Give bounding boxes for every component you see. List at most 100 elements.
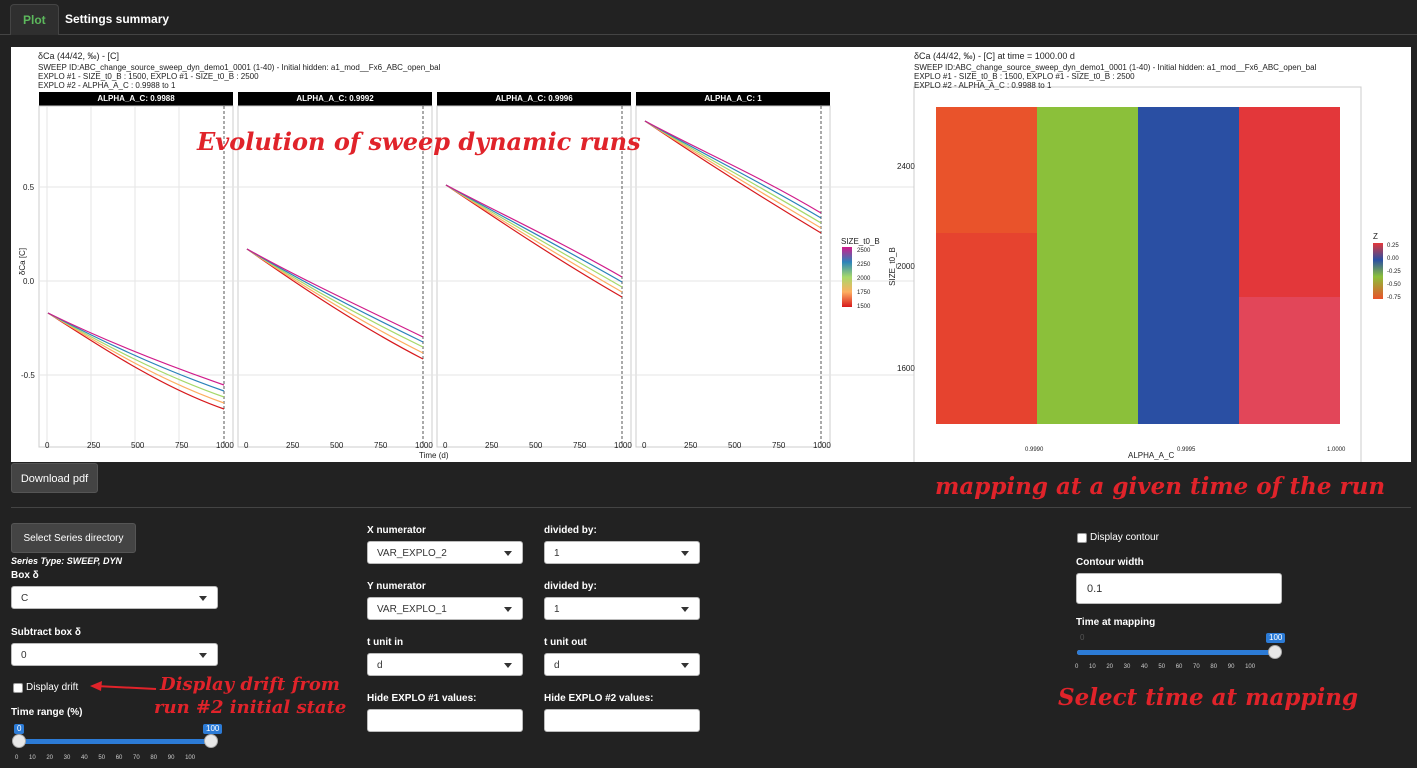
- time-mapping-min-badge: 0: [1080, 633, 1085, 642]
- hm-y-tick: 2400: [897, 162, 915, 171]
- y-tick: 0.5: [23, 183, 35, 192]
- download-pdf-button[interactable]: Download pdf: [11, 463, 98, 493]
- legend-tick: 2000: [857, 276, 871, 282]
- x-tick: 500: [728, 441, 742, 450]
- time-mapping-handle[interactable]: [1268, 645, 1282, 659]
- heatmap-tile: [1138, 107, 1239, 424]
- annotation-drift: run #2 initial state: [154, 697, 347, 718]
- y-numerator-label: Y numerator: [367, 581, 426, 592]
- series-type-text: Series Type: SWEEP, DYN: [11, 556, 123, 566]
- legend-tick: 1500: [857, 304, 871, 310]
- divider: [11, 507, 1411, 508]
- line-chart: [38, 86, 1383, 462]
- y-numerator-select[interactable]: VAR_EXPLO_1: [367, 597, 523, 620]
- time-range-ticks: 0 10 20 30 40 50 60 70 80 90 100: [15, 755, 196, 761]
- t-unit-out-select[interactable]: d: [544, 653, 700, 676]
- time-range-min-handle[interactable]: [12, 734, 26, 748]
- box-delta-label: Box δ: [11, 570, 39, 581]
- time-range-min-badge: 0: [14, 724, 25, 734]
- series-line-2000: [47, 312, 225, 398]
- hm-legend-tick: -0.75: [1387, 295, 1401, 301]
- x-axis-label: Time (d): [419, 451, 449, 460]
- y-tick: 0.0: [23, 277, 35, 286]
- hide-explo1-input[interactable]: [367, 709, 523, 732]
- legend-tick: 2500: [857, 248, 871, 254]
- divided-by-x-select[interactable]: 1: [544, 541, 700, 564]
- hide-explo2-input[interactable]: [544, 709, 700, 732]
- x-tick: 0: [642, 441, 647, 450]
- series-line-1500: [47, 312, 225, 410]
- facet-strip: ALPHA_A_C: 0.9992: [238, 92, 432, 106]
- right-plot-title: δCa (44/42, ‰) - [C] at time = 1000.00 d: [914, 51, 1075, 61]
- time-range-fill: [18, 739, 211, 744]
- tab-bar: Plot Settings summary: [0, 0, 1417, 35]
- annotation-evolution: Evolution of sweep dynamic runs: [197, 127, 641, 156]
- hm-x-tick: 1.0000: [1327, 447, 1346, 453]
- subtract-box-label: Subtract box δ: [11, 627, 81, 638]
- x-tick: 0: [45, 441, 50, 450]
- x-tick: 500: [529, 441, 543, 450]
- hm-x-tick: 0.9995: [1177, 447, 1196, 453]
- divided-by-y-select[interactable]: 1: [544, 597, 700, 620]
- y-tick: -0.5: [21, 371, 35, 380]
- display-contour-label: Display contour: [1090, 532, 1159, 543]
- heatmap-legend-colorbar: [1373, 243, 1383, 299]
- contour-width-input[interactable]: 0.1: [1076, 573, 1282, 604]
- select-series-directory-button[interactable]: Select Series directory: [11, 523, 136, 553]
- display-contour-checkbox[interactable]: [1077, 533, 1087, 543]
- subtract-box-select[interactable]: 0: [11, 643, 218, 666]
- x-tick: 250: [286, 441, 300, 450]
- hm-x-tick: 0.9990: [1025, 447, 1044, 453]
- series-line-2500: [47, 312, 225, 386]
- heatmap-tile: [1239, 297, 1340, 424]
- heatmap-tile: [1037, 107, 1138, 424]
- time-range-max-handle[interactable]: [204, 734, 218, 748]
- left-plot-subtitle: SWEEP ID:ABC_change_source_sweep_dyn_dem…: [38, 63, 441, 72]
- t-unit-in-select[interactable]: d: [367, 653, 523, 676]
- annotation-mapping: mapping at a given time of the run: [935, 473, 1386, 500]
- hm-legend-tick: -0.50: [1387, 282, 1401, 288]
- legend-title: SIZE_t0_B: [841, 237, 880, 246]
- hm-legend-title: Z: [1373, 232, 1378, 241]
- x-tick: 0: [443, 441, 448, 450]
- time-range-max-badge: 100: [203, 724, 223, 734]
- chevron-down-icon: [504, 551, 512, 556]
- end-markers: [223, 106, 822, 447]
- hide-explo2-label: Hide EXPLO #2 values:: [544, 693, 654, 704]
- facet-strip: ALPHA_A_C: 0.9988: [39, 92, 233, 106]
- right-plot-subtitle: EXPLO #2 - ALPHA_A_C : 0.9988 to 1: [914, 81, 1052, 90]
- x-numerator-select[interactable]: VAR_EXPLO_2: [367, 541, 523, 564]
- arrow-icon: [90, 681, 157, 691]
- right-plot-subtitle: SWEEP ID:ABC_change_source_sweep_dyn_dem…: [914, 63, 1317, 72]
- t-unit-out-label: t unit out: [544, 637, 587, 648]
- legend-tick: 2250: [857, 262, 871, 268]
- display-drift-checkbox[interactable]: [13, 683, 23, 693]
- chevron-down-icon: [504, 607, 512, 612]
- time-range-label: Time range (%): [11, 707, 83, 718]
- hm-y-tick: 1600: [897, 364, 915, 373]
- box-delta-select[interactable]: C: [11, 586, 218, 609]
- hm-y-tick: 2000: [897, 262, 915, 271]
- gridlines: [38, 105, 1030, 448]
- facet-strip: ALPHA_A_C: 1: [636, 92, 830, 106]
- right-plot-subtitle: EXPLO #1 - SIZE_t0_B : 1500, EXPLO #1 - …: [914, 72, 1135, 81]
- x-tick: 750: [175, 441, 189, 450]
- tab-settings-summary[interactable]: Settings summary: [65, 12, 170, 26]
- x-numerator-label: X numerator: [367, 525, 426, 536]
- contour-width-label: Contour width: [1076, 557, 1144, 568]
- hm-legend-tick: -0.25: [1387, 269, 1401, 275]
- hm-legend-tick: 0.00: [1387, 256, 1399, 262]
- chevron-down-icon: [681, 663, 689, 668]
- hm-legend-tick: 0.25: [1387, 243, 1399, 249]
- time-at-mapping-label: Time at mapping: [1076, 617, 1156, 628]
- tab-plot[interactable]: Plot: [10, 4, 59, 35]
- hide-explo1-label: Hide EXPLO #1 values:: [367, 693, 477, 704]
- legend-colorbar: [842, 247, 852, 307]
- legend-tick: 1750: [857, 290, 871, 296]
- x-tick: 500: [330, 441, 344, 450]
- x-tick: 0: [244, 441, 249, 450]
- annotation-drift: Display drift from: [160, 674, 340, 695]
- chevron-down-icon: [199, 653, 207, 658]
- facet-strip: ALPHA_A_C: 0.9996: [437, 92, 631, 106]
- chevron-down-icon: [681, 551, 689, 556]
